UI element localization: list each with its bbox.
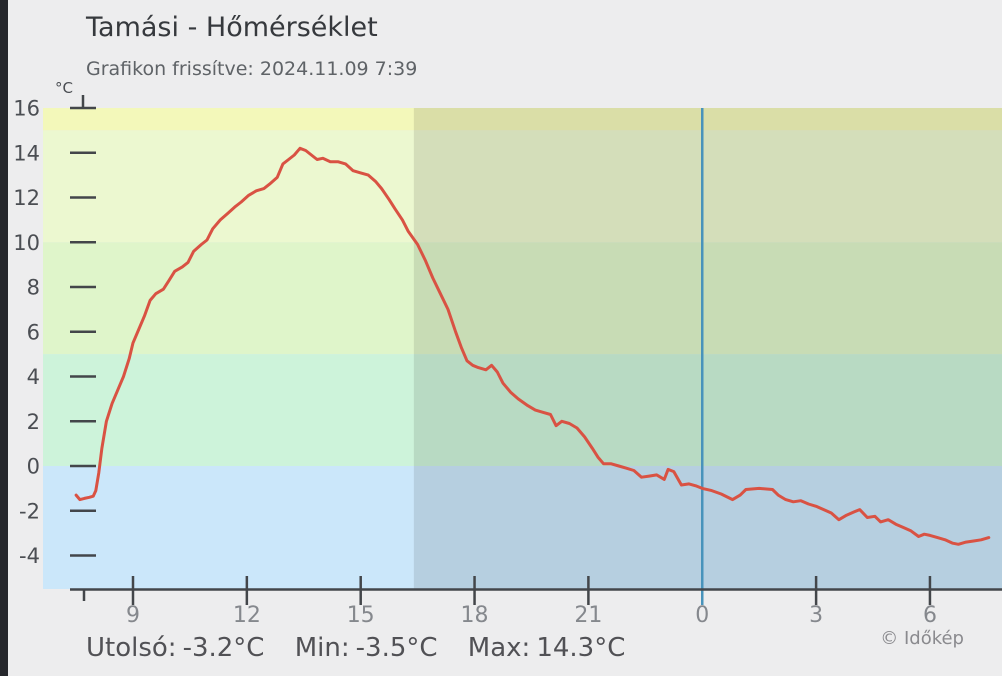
chart-updated-subtitle: Grafikon frissítve: 2024.11.09 7:39	[86, 58, 418, 80]
stat-max: Max: 14.3°C	[468, 633, 626, 663]
stat-min-label: Min:	[294, 633, 350, 663]
y-tick-label: 12	[13, 186, 40, 210]
stat-min: Min: -3.5°C	[295, 633, 438, 663]
night-shading-overlay	[413, 108, 1002, 589]
window-edge-bar	[0, 0, 8, 676]
x-tick-label: 18	[461, 603, 489, 628]
y-tick-label: 2	[27, 410, 40, 434]
band-15-to-16.2	[43, 108, 1002, 131]
y-tick-label: 4	[27, 365, 40, 389]
y-tick-label: 8	[27, 276, 40, 300]
x-tick-label: 3	[809, 603, 823, 628]
band-5-to-10	[43, 242, 1002, 355]
stats-line: Utolsó: -3.2°C Min: -3.5°C Max: 14.3°C	[86, 633, 647, 663]
y-tick-label: -2	[19, 499, 40, 523]
y-tick-label: -4	[19, 544, 40, 568]
x-tick-label: 9	[126, 603, 140, 628]
temperature-bands	[43, 108, 1002, 589]
page-title: Tamási - Hőmérséklet	[86, 12, 378, 43]
stat-last-value: -3.2°C	[182, 633, 265, 663]
band--5.5-to-0	[43, 466, 1002, 589]
y-axis-unit-label: °C	[55, 79, 73, 97]
y-tick-label: 14	[13, 141, 40, 165]
x-axis: 9 12 15 18 21 0 3 6	[70, 576, 1002, 628]
x-tick-label: 6	[923, 603, 937, 628]
x-tick-label: 21	[574, 603, 602, 628]
stat-max-value: 14.3°C	[536, 633, 626, 663]
y-tick-label: 0	[27, 455, 40, 479]
band-10-to-15	[43, 130, 1002, 243]
stat-last-label: Utolsó:	[86, 633, 177, 663]
x-tick-label: 0	[695, 603, 709, 628]
y-tick-label: 10	[13, 231, 40, 255]
y-axis: 16 14 12 10 8 6 4 2 0 -2 -4	[13, 95, 96, 568]
band-0-to-5	[43, 354, 1002, 466]
y-tick-label: 6	[27, 320, 40, 344]
y-tick-label: 16	[13, 97, 40, 121]
x-tick-label: 15	[347, 603, 375, 628]
x-tick-label: 12	[233, 603, 261, 628]
stat-max-label: Max:	[467, 633, 531, 663]
copyright-watermark: © Időkép	[880, 628, 964, 649]
stat-last: Utolsó: -3.2°C	[86, 633, 264, 663]
temperature-line	[74, 146, 991, 546]
stat-min-value: -3.5°C	[355, 633, 438, 663]
